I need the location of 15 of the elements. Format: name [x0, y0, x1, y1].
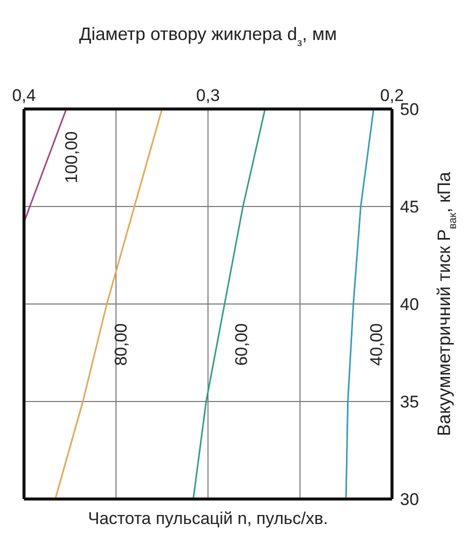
y-tick-label: 45: [400, 198, 419, 217]
line-series: [54, 109, 163, 499]
text: 40,00: [367, 323, 386, 366]
y-tick-label: 40: [400, 295, 419, 314]
text: 100,00: [62, 131, 81, 184]
line-series: [192, 109, 266, 499]
y-tick-label: 30: [400, 490, 419, 510]
x-axis-title: Діаметр отвору жиклера d$_{з}$, мм: [79, 24, 337, 49]
x-tick-label: 0,4: [12, 86, 36, 105]
y-tick-label: 35: [400, 392, 419, 412]
text: Частота пульсацій n, пульс/хв.: [88, 509, 328, 528]
text: 60,00: [232, 323, 251, 366]
x-tick-label: 0,3: [196, 86, 220, 105]
text: 80,00: [111, 323, 130, 366]
y-tick-label: 50: [400, 100, 419, 120]
